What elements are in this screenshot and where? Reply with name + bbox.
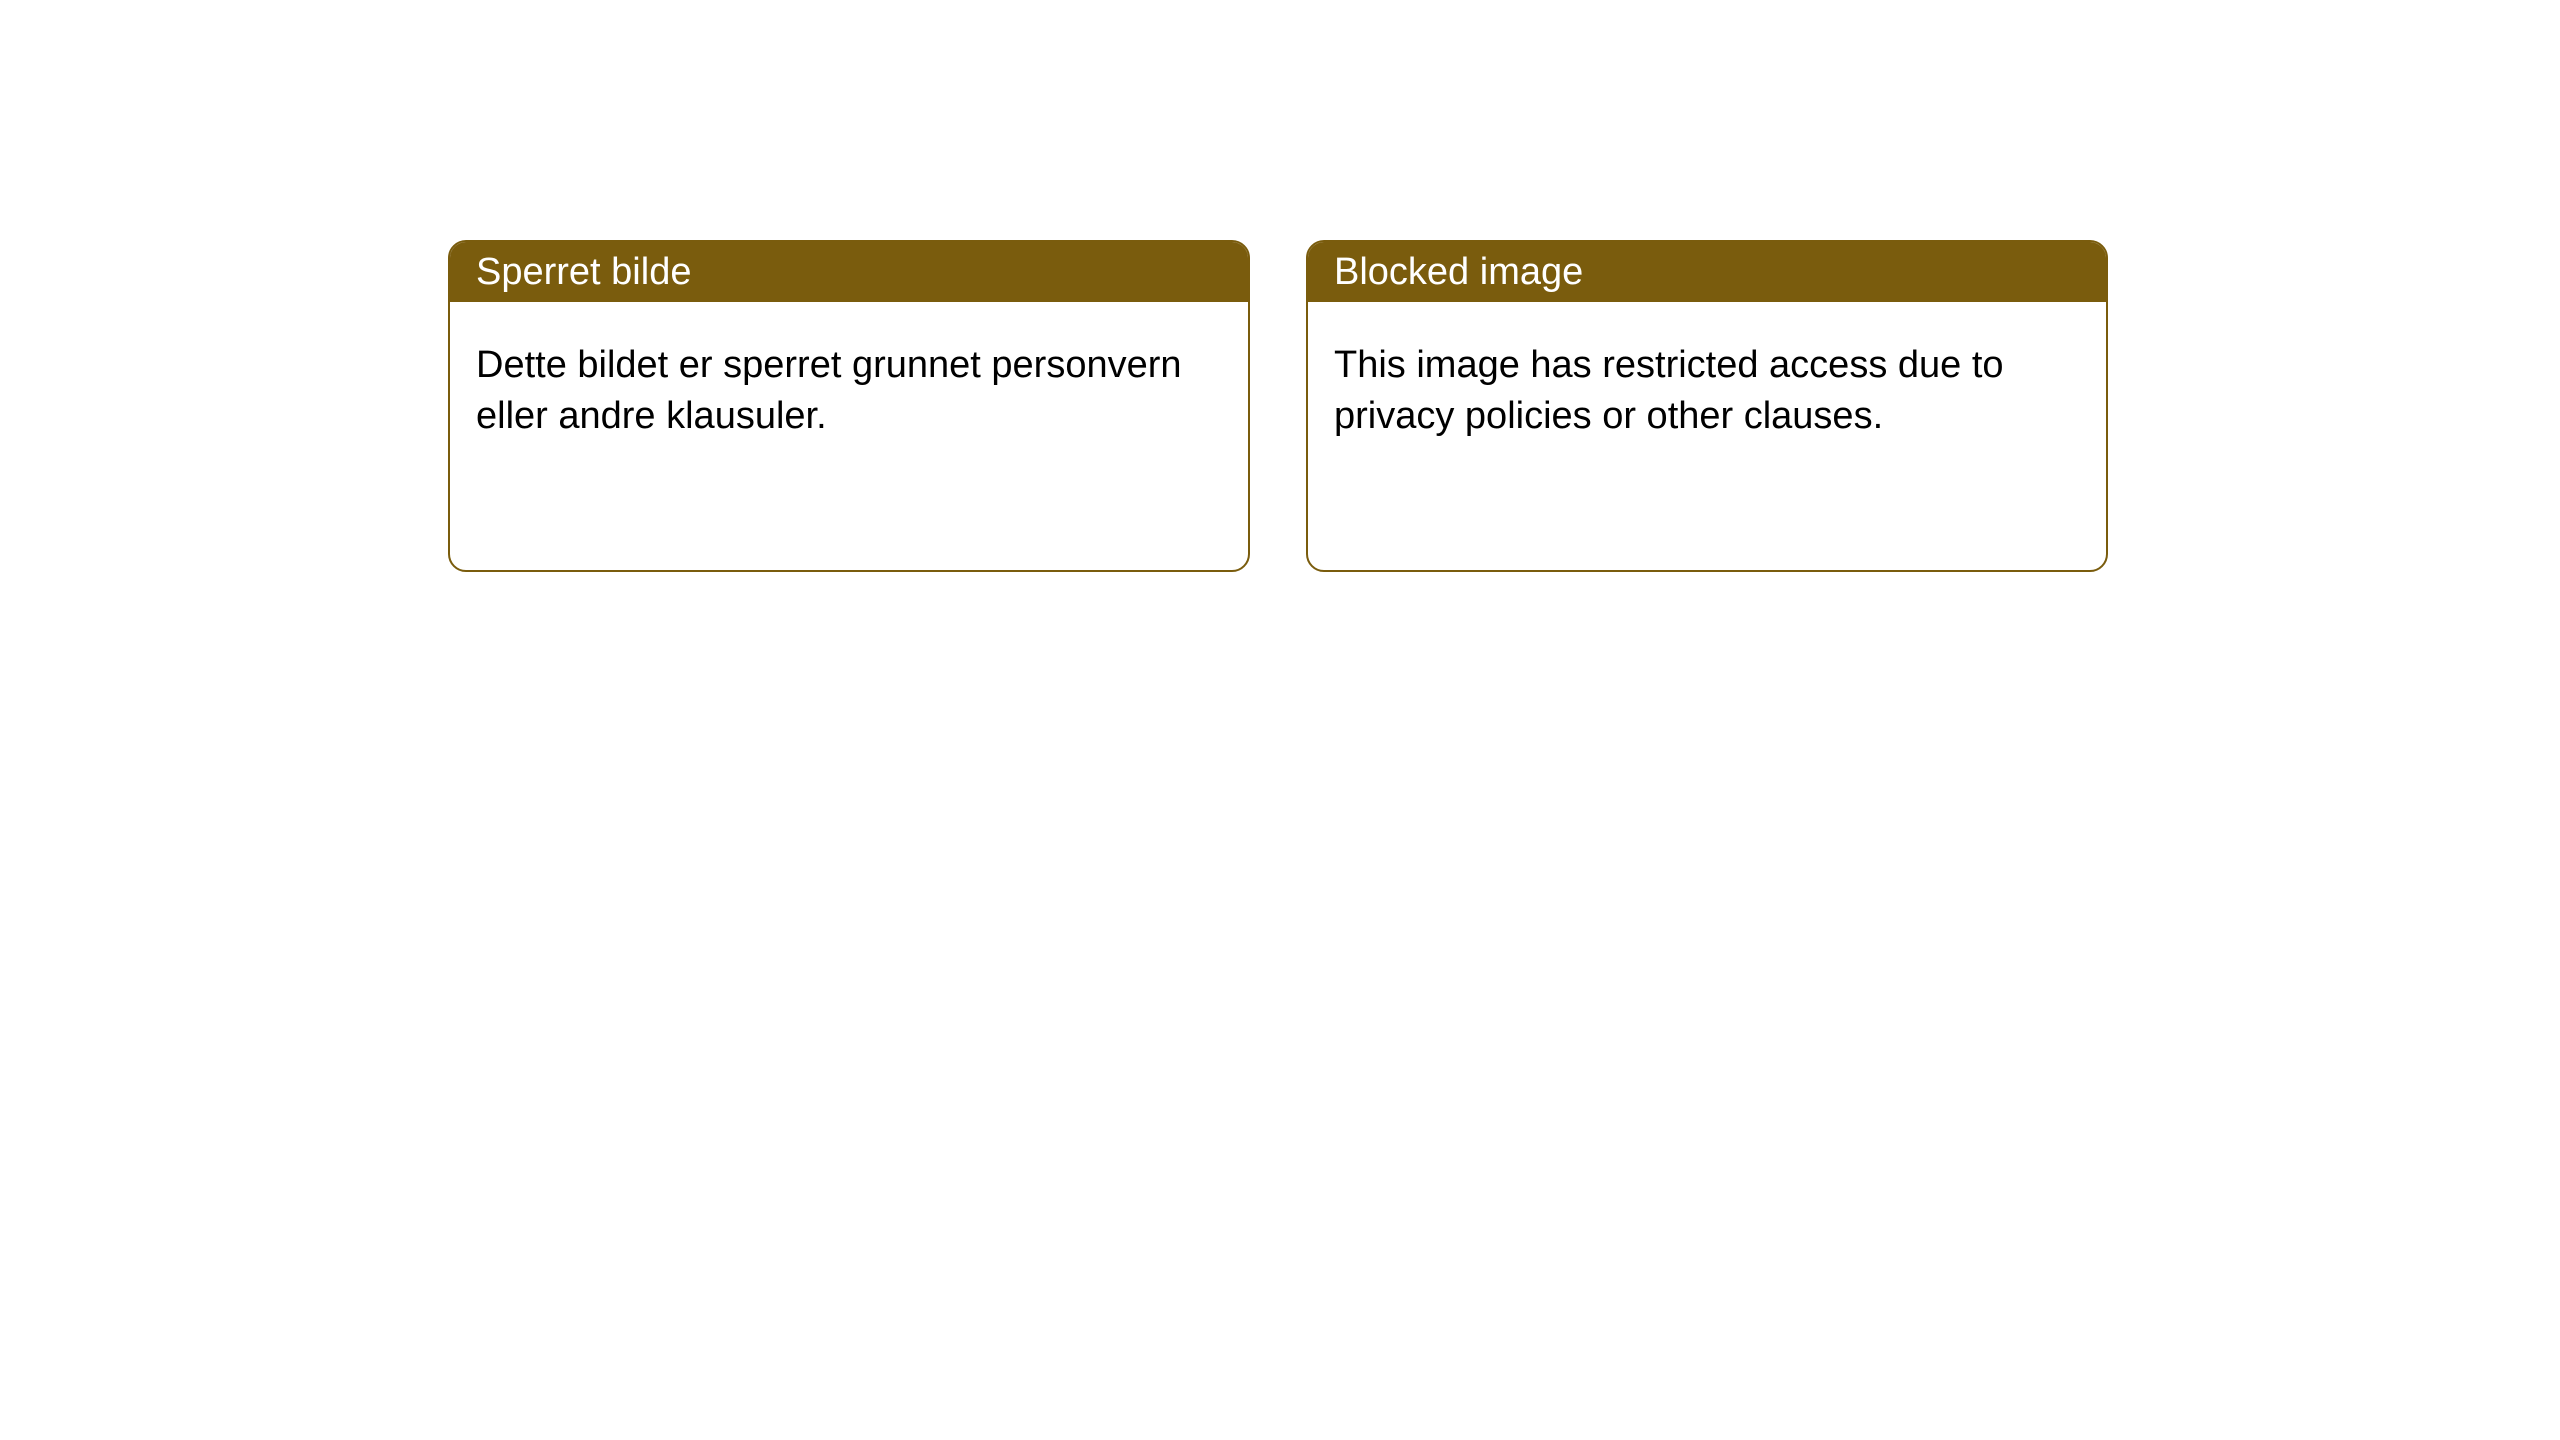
notice-card-norwegian: Sperret bilde Dette bildet er sperret gr… xyxy=(448,240,1250,572)
card-body-text: This image has restricted access due to … xyxy=(1334,344,2004,437)
notice-card-english: Blocked image This image has restricted … xyxy=(1306,240,2108,572)
card-body: This image has restricted access due to … xyxy=(1308,302,2106,481)
card-body-text: Dette bildet er sperret grunnet personve… xyxy=(476,344,1182,437)
card-header: Sperret bilde xyxy=(450,242,1248,302)
card-body: Dette bildet er sperret grunnet personve… xyxy=(450,302,1248,481)
card-header-title: Sperret bilde xyxy=(476,251,691,294)
notice-cards-container: Sperret bilde Dette bildet er sperret gr… xyxy=(448,240,2108,572)
card-header: Blocked image xyxy=(1308,242,2106,302)
card-header-title: Blocked image xyxy=(1334,251,1583,294)
